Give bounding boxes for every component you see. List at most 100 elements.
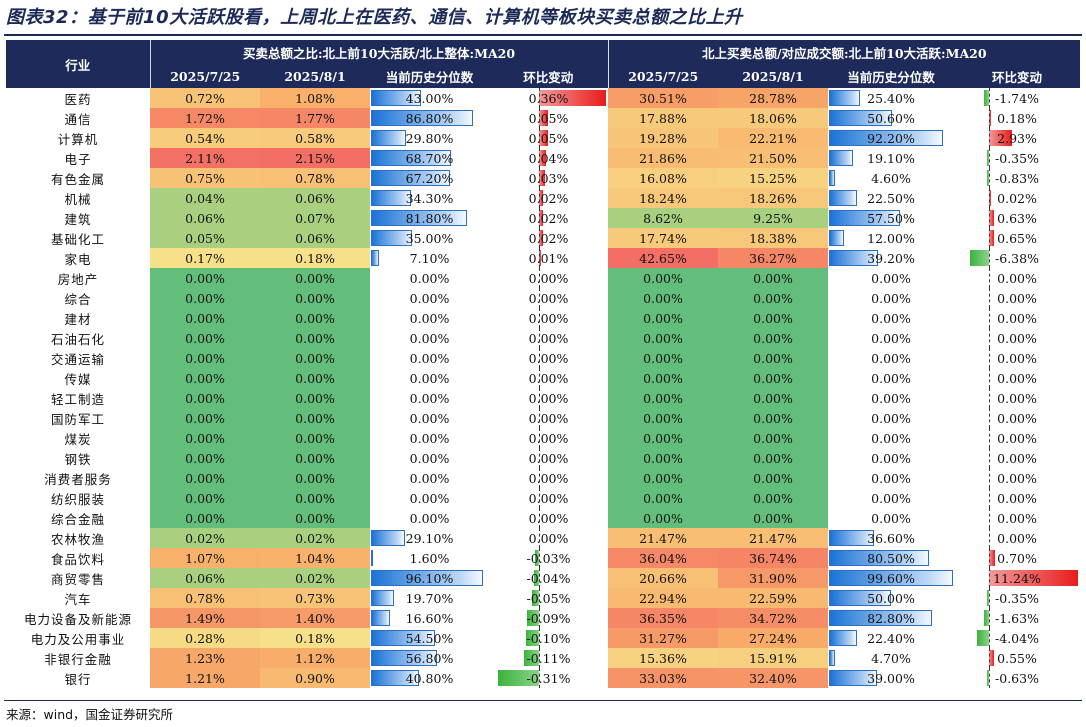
change-value: -0.11% [526, 650, 571, 666]
cell-a-date1: 0.02% [150, 528, 260, 548]
cell-a-percentile: 0.00% [370, 328, 489, 348]
change-bar-positive [538, 230, 543, 246]
cell-a-date2: 0.00% [260, 428, 370, 448]
cell-a-date1: 1.07% [150, 548, 260, 568]
zero-axis [538, 588, 540, 608]
cell-b-date2: 15.25% [718, 168, 828, 188]
change-value: 0.00% [528, 310, 569, 326]
change-value: 0.00% [997, 310, 1037, 326]
change-bar-positive [989, 650, 994, 666]
change-bar-positive [989, 570, 1078, 586]
cell-a-date2: 0.18% [260, 248, 370, 268]
cell-b-date2: 18.38% [718, 228, 828, 248]
percentile-bar [829, 550, 929, 566]
cell-b-change: 0.00% [954, 348, 1080, 368]
cell-b-change: 0.00% [954, 528, 1080, 548]
cell-a-percentile: 0.00% [370, 388, 489, 408]
percentile-value: 39.00% [867, 670, 915, 686]
zero-axis [538, 608, 540, 628]
cell-b-date1: 22.94% [608, 588, 718, 608]
change-value: 0.01% [528, 250, 569, 266]
percentile-bar [829, 130, 944, 146]
industry-name: 机械 [64, 191, 92, 207]
cell-b-date1: 0.00% [608, 348, 718, 368]
cell-a-percentile: 0.00% [370, 508, 489, 528]
zero-axis [538, 128, 540, 148]
cell-b-date2: 18.26% [718, 188, 828, 208]
cell-b-change: 0.00% [954, 368, 1080, 388]
cell-a-date2: 1.40% [260, 608, 370, 628]
change-value: -1.74% [995, 90, 1039, 106]
change-value: 0.70% [997, 550, 1037, 566]
change-value: -1.63% [995, 610, 1039, 626]
cell-a-percentile: 56.80% [370, 648, 489, 668]
cell-a-change: -0.04% [489, 568, 608, 588]
percentile-value: 67.20% [405, 170, 454, 186]
change-bar-negative [986, 170, 990, 186]
cell-a-percentile: 1.60% [370, 548, 489, 568]
cell-b-percentile: 25.40% [828, 88, 954, 108]
percentile-bar [371, 150, 452, 166]
change-bar-negative [533, 570, 539, 586]
cell-a-date1: 0.00% [150, 448, 260, 468]
change-value: 0.02% [528, 190, 569, 206]
cell-a-change: 0.01% [489, 248, 608, 268]
zero-axis [538, 368, 540, 388]
cell-b-change: 0.00% [954, 448, 1080, 468]
percentile-value: 0.00% [871, 310, 911, 326]
change-bar-positive [538, 110, 549, 126]
table-row: 综合金融 0.00% 0.00% 0.00% 0.00% 0.00% 0.00% 0.00% 0… [6, 508, 1080, 528]
change-bar-positive [989, 190, 992, 206]
zero-axis [538, 188, 540, 208]
percentile-bar [371, 230, 412, 246]
change-bar-positive [538, 190, 543, 206]
cell-a-change: 0.00% [489, 308, 608, 328]
zero-axis [538, 548, 540, 568]
cell-a-date1: 0.00% [150, 328, 260, 348]
cell-b-date2: 0.00% [718, 328, 828, 348]
cell-b-percentile: 0.00% [828, 468, 954, 488]
cell-b-percentile: 22.50% [828, 188, 954, 208]
change-value: -0.63% [995, 670, 1039, 686]
percentile-value: 80.50% [867, 550, 915, 566]
cell-b-date2: 32.40% [718, 668, 828, 688]
cell-b-change: -0.63% [954, 668, 1080, 688]
cell-a-date2: 0.00% [260, 288, 370, 308]
change-value: 0.00% [528, 270, 569, 286]
cell-b-date2: 28.78% [718, 88, 828, 108]
cell-b-change: 0.00% [954, 428, 1080, 448]
percentile-bar [371, 550, 373, 566]
percentile-bar [371, 530, 406, 546]
change-value: -0.83% [995, 170, 1039, 186]
cell-b-percentile: 0.00% [828, 428, 954, 448]
cell-a-date1: 0.05% [150, 228, 260, 248]
cell-b-percentile: 92.20% [828, 128, 954, 148]
industry-name: 医药 [64, 91, 92, 107]
change-bar-positive [989, 550, 995, 566]
cell-b-date2: 0.00% [718, 448, 828, 468]
cell-b-change: 0.02% [954, 188, 1080, 208]
change-bar-negative [526, 610, 539, 626]
zero-axis [538, 468, 540, 488]
change-bar-positive [538, 90, 606, 106]
header-industry: 行业 [6, 40, 150, 88]
cell-a-date1: 0.78% [150, 588, 260, 608]
cell-a-date2: 0.00% [260, 508, 370, 528]
cell-a-percentile: 34.30% [370, 188, 489, 208]
header-a-date1: 2025/7/25 [149, 64, 260, 88]
cell-a-date2: 0.00% [260, 408, 370, 428]
cell-b-date2: 22.59% [718, 588, 828, 608]
change-bar-positive [989, 230, 995, 246]
industry-name: 消费者服务 [44, 471, 112, 487]
percentile-bar [829, 150, 853, 166]
cell-a-date2: 0.00% [260, 328, 370, 348]
percentile-value: 0.00% [409, 370, 450, 386]
industry-name: 电力设备及新能源 [23, 611, 132, 627]
change-value: 0.00% [997, 290, 1037, 306]
cell-a-change: 0.05% [489, 128, 608, 148]
cell-a-change: 0.00% [489, 328, 608, 348]
change-value: 0.05% [528, 130, 569, 146]
cell-a-date1: 0.54% [150, 128, 260, 148]
cell-a-change: -0.03% [489, 548, 608, 568]
zero-axis [989, 368, 991, 388]
